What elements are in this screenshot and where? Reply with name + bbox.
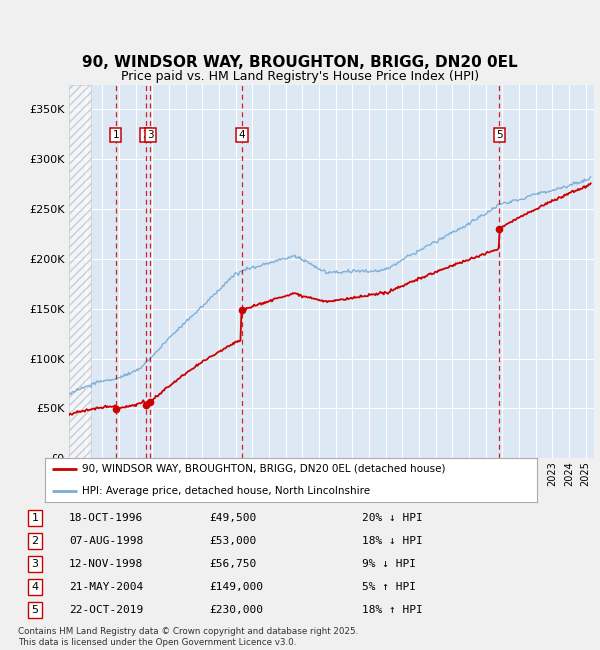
- Text: 4: 4: [239, 130, 245, 140]
- Text: Contains HM Land Registry data © Crown copyright and database right 2025.
This d: Contains HM Land Registry data © Crown c…: [18, 627, 358, 647]
- Text: 5: 5: [31, 605, 38, 616]
- Text: 20% ↓ HPI: 20% ↓ HPI: [362, 513, 423, 523]
- Text: 18-OCT-1996: 18-OCT-1996: [69, 513, 143, 523]
- Text: 1: 1: [112, 130, 119, 140]
- Text: HPI: Average price, detached house, North Lincolnshire: HPI: Average price, detached house, Nort…: [82, 486, 370, 496]
- Text: 4: 4: [31, 582, 38, 592]
- Text: 22-OCT-2019: 22-OCT-2019: [69, 605, 143, 616]
- Text: 90, WINDSOR WAY, BROUGHTON, BRIGG, DN20 0EL: 90, WINDSOR WAY, BROUGHTON, BRIGG, DN20 …: [82, 55, 518, 70]
- Text: 21-MAY-2004: 21-MAY-2004: [69, 582, 143, 592]
- Text: £149,000: £149,000: [210, 582, 264, 592]
- Text: 3: 3: [147, 130, 154, 140]
- Text: £49,500: £49,500: [210, 513, 257, 523]
- Text: Price paid vs. HM Land Registry's House Price Index (HPI): Price paid vs. HM Land Registry's House …: [121, 70, 479, 83]
- Text: 9% ↓ HPI: 9% ↓ HPI: [362, 559, 416, 569]
- Text: 1: 1: [31, 513, 38, 523]
- Text: 12-NOV-1998: 12-NOV-1998: [69, 559, 143, 569]
- Text: £53,000: £53,000: [210, 536, 257, 546]
- Text: 18% ↑ HPI: 18% ↑ HPI: [362, 605, 423, 616]
- Text: 90, WINDSOR WAY, BROUGHTON, BRIGG, DN20 0EL (detached house): 90, WINDSOR WAY, BROUGHTON, BRIGG, DN20 …: [82, 463, 445, 474]
- Text: 18% ↓ HPI: 18% ↓ HPI: [362, 536, 423, 546]
- Text: £230,000: £230,000: [210, 605, 264, 616]
- Text: 2: 2: [31, 536, 38, 546]
- Text: 5% ↑ HPI: 5% ↑ HPI: [362, 582, 416, 592]
- Bar: [69, 84, 91, 458]
- Text: 2: 2: [142, 130, 149, 140]
- Text: 3: 3: [31, 559, 38, 569]
- Text: 5: 5: [496, 130, 503, 140]
- Text: £56,750: £56,750: [210, 559, 257, 569]
- Text: 07-AUG-1998: 07-AUG-1998: [69, 536, 143, 546]
